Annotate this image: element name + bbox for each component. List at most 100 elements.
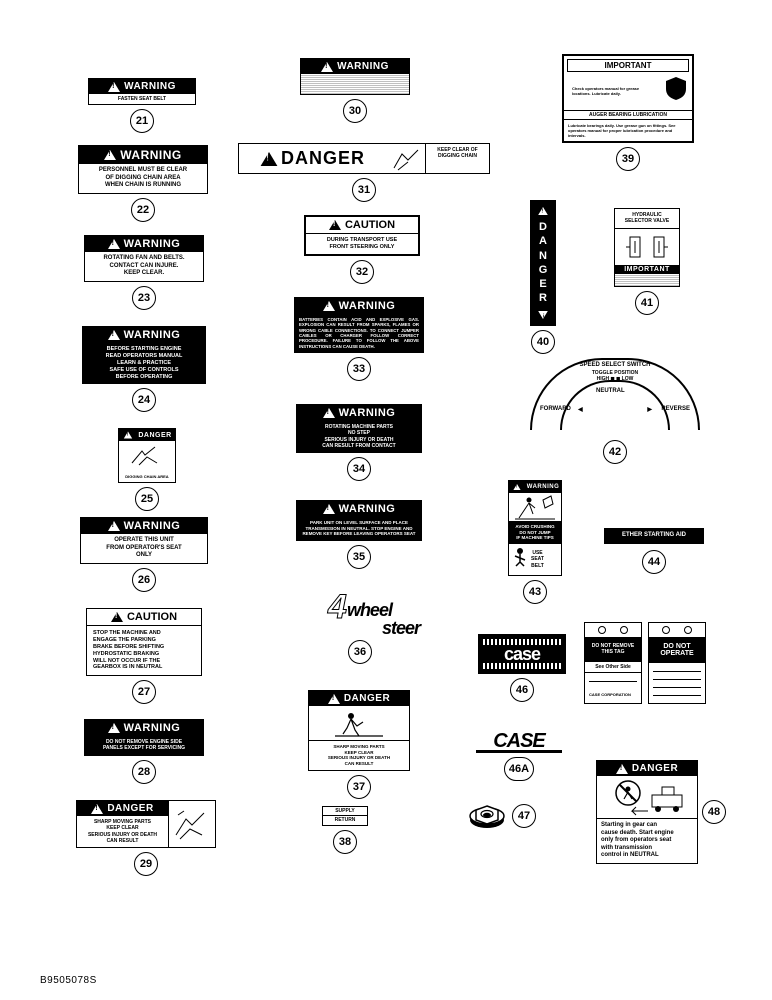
warning-tri-icon <box>323 504 335 514</box>
valve-pictogram <box>615 229 679 265</box>
body: BEFORE STARTING ENGINE READ OPERATORS MA… <box>83 343 205 383</box>
ref-21: 21 <box>130 109 154 133</box>
ref-46a: 46A <box>504 757 534 781</box>
ref-48: 48 <box>702 800 726 824</box>
decal-37: DANGER SHARP MOVING PARTS KEEP CLEAR SER… <box>308 690 410 799</box>
falling-person-icon <box>309 706 409 740</box>
shield-icon <box>664 75 688 106</box>
ref-36: 36 <box>348 640 372 664</box>
body: SHARP MOVING PARTS KEEP CLEAR SERIOUS IN… <box>309 740 409 770</box>
decal-35: WARNING PARK UNIT ON LEVEL SURFACE AND P… <box>296 500 422 569</box>
header: WARNING <box>339 300 396 312</box>
header: WARNING <box>124 520 181 532</box>
danger-tri-icon <box>538 207 548 215</box>
decal-31: DANGER KEEP CLEAR OF DIGGING CHAIN 31 <box>238 143 490 202</box>
header: DANGER <box>281 148 365 169</box>
do-not-operate-tags: DO NOT REMOVE THIS TAG See Other Side CA… <box>584 622 706 704</box>
ref-46: 46 <box>510 678 534 702</box>
warning-tri-icon <box>104 150 116 160</box>
ref-23: 23 <box>132 286 156 310</box>
ref-22: 22 <box>131 198 155 222</box>
danger-tri-icon <box>538 311 548 319</box>
decal-45: DO NOT REMOVE THIS TAG See Other Side CA… <box>584 622 706 704</box>
decal-43: WARNING AVOID CRUSHING DO NOT JUMP IF MA… <box>508 480 562 604</box>
ref-35: 35 <box>347 545 371 569</box>
footer: IMPORTANT <box>615 265 679 274</box>
ref-40: 40 <box>531 330 555 354</box>
ref-25: 25 <box>135 487 159 511</box>
danger-tri-icon <box>91 804 103 814</box>
tip-pictogram <box>509 493 561 521</box>
start-in-gear-pictogram <box>597 776 697 818</box>
header: WARNING <box>120 148 182 162</box>
danger-tri-icon <box>616 764 628 774</box>
header: CAUTION <box>345 219 395 231</box>
header: IMPORTANT <box>567 59 689 72</box>
warning-tri-icon <box>108 521 120 531</box>
warning-tri-icon <box>513 484 520 490</box>
decal-24: WARNING BEFORE STARTING ENGINE READ OPER… <box>82 326 206 412</box>
danger-tri-icon <box>261 152 278 166</box>
body-scribble <box>301 74 409 94</box>
decal-34: WARNING ROTATING MACHINE PARTS NO STEP S… <box>296 404 422 481</box>
nut-icon <box>468 802 506 830</box>
ref-24: 24 <box>132 388 156 412</box>
warning-tri-icon <box>321 62 333 72</box>
danger-tri-icon <box>124 432 132 439</box>
ref-34: 34 <box>347 457 371 481</box>
ref-44: 44 <box>642 550 666 574</box>
warning-tri-icon <box>323 301 335 311</box>
ref-39: 39 <box>616 147 640 171</box>
decal-46: case 46 <box>478 634 566 702</box>
body: DO NOT REMOVE ENGINE SIDE PANELS EXCEPT … <box>85 736 203 755</box>
header: WARNING <box>124 81 176 92</box>
body: SHARP MOVING PARTS KEEP CLEAR SERIOUS IN… <box>77 816 168 847</box>
decal-29: DANGER SHARP MOVING PARTS KEEP CLEAR SER… <box>76 800 216 876</box>
body: Starting in gear can cause death. Start … <box>597 818 697 863</box>
header: WARNING <box>527 484 560 490</box>
decal-40: DANGER 40 <box>530 200 556 354</box>
vertical-danger-label: DANGER <box>530 200 556 326</box>
decal-25: DANGER DIGGING CHAIN AREA 25 <box>118 428 176 511</box>
ref-38: 38 <box>333 830 357 854</box>
decal-23: WARNING ROTATING FAN AND BELTS. CONTACT … <box>84 235 204 310</box>
header: WARNING <box>337 61 389 72</box>
body: DURING TRANSPORT USE FRONT STEERING ONLY <box>306 234 418 254</box>
case-patch-logo: case <box>478 634 566 674</box>
decal-30: WARNING 30 <box>300 58 410 123</box>
decal-32: CAUTION DURING TRANSPORT USE FRONT STEER… <box>304 215 420 284</box>
decal-39: IMPORTANT Check operators manual for gre… <box>562 54 694 171</box>
ref-28: 28 <box>132 760 156 784</box>
body: FASTEN SEAT BELT <box>89 94 195 104</box>
speed-select-dial: SPEED SELECT SWITCH TOGGLE POSITIONHIGH … <box>530 358 700 436</box>
warning-tri-icon <box>108 82 120 92</box>
line2: RETURN <box>323 816 367 824</box>
ref-29: 29 <box>134 852 158 876</box>
body: ROTATING MACHINE PARTS NO STEP SERIOUS I… <box>297 421 421 452</box>
header: WARNING <box>339 503 396 515</box>
warning-tri-icon <box>108 239 120 249</box>
warning-tri-icon <box>108 723 120 733</box>
header: CAUTION <box>127 611 177 623</box>
ref-41: 41 <box>635 291 659 315</box>
decal-27: CAUTION STOP THE MACHINE AND ENGAGE THE … <box>86 608 202 704</box>
ref-31: 31 <box>352 178 376 202</box>
header: WARNING <box>124 329 181 341</box>
warning-tri-icon <box>323 408 335 418</box>
seatbelt-icon <box>511 546 529 573</box>
header: DANGER <box>107 803 153 814</box>
caution-tri-icon <box>329 220 341 230</box>
decal-46a: CASE 46A <box>476 730 562 781</box>
chain-pictogram <box>168 801 215 847</box>
ref-26: 26 <box>132 568 156 592</box>
decal-41: HYDRAULIC SELECTOR VALVE IMPORTANT 41 <box>614 208 680 315</box>
header: WARNING <box>124 238 181 250</box>
line1: SUPPLY <box>323 807 367 816</box>
mid: AVOID CRUSHING DO NOT JUMP IF MACHINE TI… <box>509 521 561 544</box>
ref-33: 33 <box>347 357 371 381</box>
top-text: Check operators manual for grease locati… <box>568 83 660 99</box>
decal-47: 47 <box>468 802 536 830</box>
document-id: B9505078S <box>40 975 97 986</box>
body: PERSONNEL MUST BE CLEAR OF DIGGING CHAIN… <box>79 164 207 193</box>
side-text: KEEP CLEAR OF DIGGING CHAIN <box>425 144 489 173</box>
